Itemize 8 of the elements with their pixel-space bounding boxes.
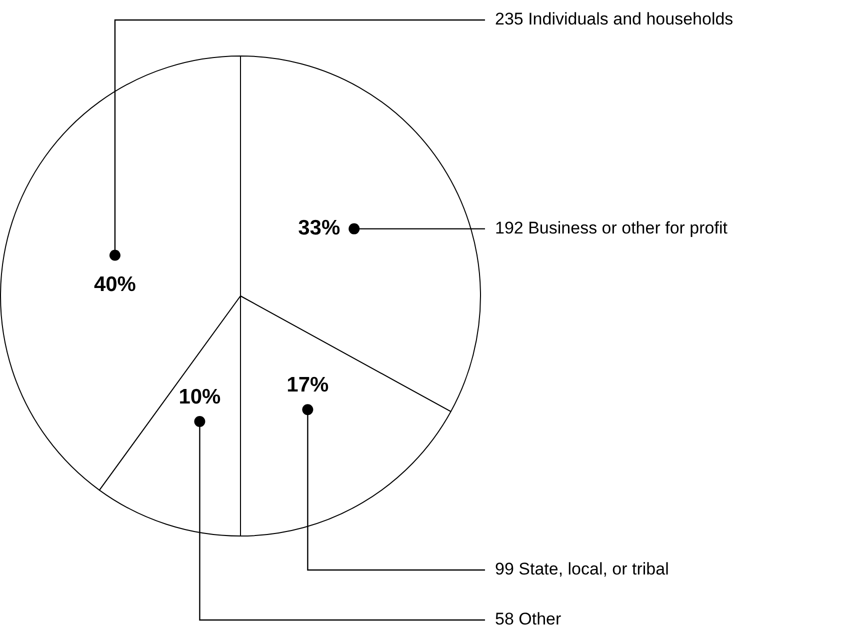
slice-label: 58 Other (495, 610, 562, 629)
data-label: 17% (286, 373, 330, 396)
slice-label: 192 Business or other for profit (495, 218, 728, 238)
data-label: 40% (94, 273, 136, 296)
data-label: 10% (178, 385, 222, 408)
slice-label: 99 State, local, or tribal (495, 560, 669, 579)
data-label: 33% (298, 216, 340, 240)
slice-label: 235 Individuals and households (495, 10, 734, 29)
